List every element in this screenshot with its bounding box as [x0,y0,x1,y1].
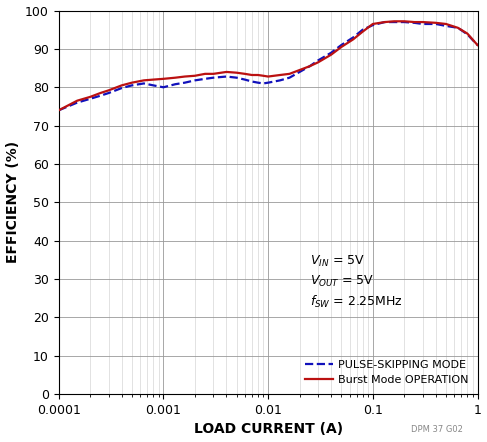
PULSE-SKIPPING MODE [87,96,93,101]
Burst Mode OPERATION [141,78,147,83]
PULSE-SKIPPING MODE [465,32,470,37]
Burst Mode OPERATION [465,31,470,36]
Burst Mode OPERATION [382,19,388,25]
PULSE-SKIPPING MODE [338,42,344,48]
PULSE-SKIPPING MODE [350,35,356,40]
PULSE-SKIPPING MODE [475,42,481,48]
PULSE-SKIPPING MODE [382,19,388,25]
PULSE-SKIPPING MODE [401,19,407,25]
Burst Mode OPERATION [277,72,283,78]
Burst Mode OPERATION [224,69,229,75]
PULSE-SKIPPING MODE [360,27,366,32]
Burst Mode OPERATION [401,19,407,24]
Burst Mode OPERATION [475,42,481,48]
Burst Mode OPERATION [297,67,302,72]
Burst Mode OPERATION [265,74,271,79]
PULSE-SKIPPING MODE [455,25,461,30]
Burst Mode OPERATION [420,19,426,25]
Legend: PULSE-SKIPPING MODE, Burst Mode OPERATION: PULSE-SKIPPING MODE, Burst Mode OPERATIO… [301,356,472,389]
Burst Mode OPERATION [391,19,397,24]
Burst Mode OPERATION [74,98,80,103]
Burst Mode OPERATION [129,80,135,85]
PULSE-SKIPPING MODE [328,50,334,55]
PULSE-SKIPPING MODE [119,85,125,91]
Burst Mode OPERATION [412,19,417,25]
PULSE-SKIPPING MODE [192,78,198,83]
Line: Burst Mode OPERATION: Burst Mode OPERATION [59,21,478,110]
Burst Mode OPERATION [286,71,292,76]
Burst Mode OPERATION [210,71,216,76]
PULSE-SKIPPING MODE [141,81,147,86]
Burst Mode OPERATION [161,76,167,81]
PULSE-SKIPPING MODE [412,20,417,26]
Burst Mode OPERATION [370,21,376,27]
PULSE-SKIPPING MODE [56,108,62,113]
Burst Mode OPERATION [150,77,156,82]
Burst Mode OPERATION [242,71,248,76]
PULSE-SKIPPING MODE [391,19,397,25]
PULSE-SKIPPING MODE [433,21,439,27]
Burst Mode OPERATION [328,52,334,57]
Burst Mode OPERATION [315,60,321,65]
X-axis label: LOAD CURRENT (A): LOAD CURRENT (A) [193,423,343,436]
Burst Mode OPERATION [56,108,62,113]
Burst Mode OPERATION [87,94,93,99]
PULSE-SKIPPING MODE [443,23,449,29]
PULSE-SKIPPING MODE [161,84,167,90]
PULSE-SKIPPING MODE [202,76,208,81]
Burst Mode OPERATION [202,71,208,76]
PULSE-SKIPPING MODE [150,83,156,88]
Burst Mode OPERATION [106,88,112,93]
PULSE-SKIPPING MODE [297,69,302,75]
PULSE-SKIPPING MODE [420,21,426,27]
PULSE-SKIPPING MODE [172,82,178,87]
Burst Mode OPERATION [433,20,439,26]
Burst Mode OPERATION [182,74,187,79]
PULSE-SKIPPING MODE [234,75,240,80]
Burst Mode OPERATION [172,75,178,80]
PULSE-SKIPPING MODE [286,75,292,80]
PULSE-SKIPPING MODE [261,81,266,86]
Burst Mode OPERATION [192,73,198,78]
Burst Mode OPERATION [455,25,461,30]
Burst Mode OPERATION [119,83,125,88]
Burst Mode OPERATION [255,72,261,78]
Text: $V_{IN}$ = 5V
$V_{OUT}$ = 5V
$f_{SW}$ = 2.25MHz: $V_{IN}$ = 5V $V_{OUT}$ = 5V $f_{SW}$ = … [310,254,403,310]
Line: PULSE-SKIPPING MODE: PULSE-SKIPPING MODE [59,22,478,110]
Burst Mode OPERATION [97,90,103,95]
PULSE-SKIPPING MODE [74,100,80,105]
PULSE-SKIPPING MODE [277,78,283,83]
Y-axis label: EFFICIENCY (%): EFFICIENCY (%) [5,141,19,263]
Text: DPM 37 G02: DPM 37 G02 [411,425,463,434]
Burst Mode OPERATION [307,64,313,69]
PULSE-SKIPPING MODE [129,83,135,88]
PULSE-SKIPPING MODE [315,58,321,63]
Burst Mode OPERATION [338,44,344,50]
PULSE-SKIPPING MODE [370,23,376,28]
Burst Mode OPERATION [443,21,449,27]
PULSE-SKIPPING MODE [255,80,261,85]
PULSE-SKIPPING MODE [106,90,112,95]
PULSE-SKIPPING MODE [182,80,187,85]
Burst Mode OPERATION [360,29,366,34]
PULSE-SKIPPING MODE [224,74,229,79]
PULSE-SKIPPING MODE [210,75,216,80]
Burst Mode OPERATION [261,73,266,78]
PULSE-SKIPPING MODE [242,77,248,82]
PULSE-SKIPPING MODE [265,80,271,85]
PULSE-SKIPPING MODE [97,93,103,99]
Burst Mode OPERATION [234,70,240,75]
Burst Mode OPERATION [350,37,356,42]
PULSE-SKIPPING MODE [249,79,255,84]
Burst Mode OPERATION [249,72,255,78]
PULSE-SKIPPING MODE [307,64,313,69]
